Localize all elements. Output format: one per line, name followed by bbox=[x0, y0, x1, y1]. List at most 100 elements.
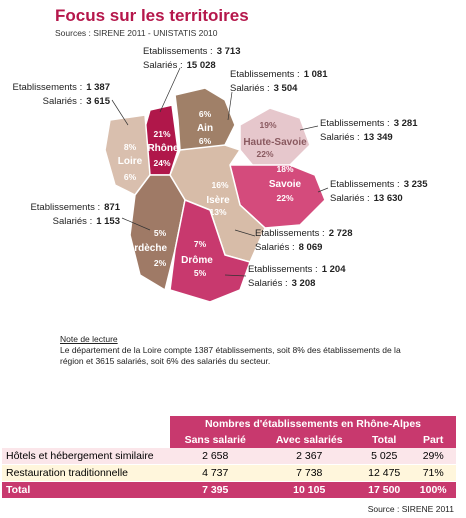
callout-line bbox=[224, 274, 247, 277]
pct-sal: 6% bbox=[124, 172, 137, 182]
callout-value: 3 713 bbox=[217, 46, 241, 57]
pct-etab: 7% bbox=[194, 239, 207, 249]
pct-sal: 6% bbox=[199, 136, 212, 146]
callout-value: 8 069 bbox=[299, 242, 323, 253]
title: Focus sur les territoires bbox=[55, 6, 249, 25]
callout-sal: Salariés : 15 028 bbox=[143, 60, 216, 71]
pct-etab: 21% bbox=[153, 129, 170, 139]
callout-label: Salariés : bbox=[255, 242, 295, 253]
table-row-label: Restauration traditionnelle bbox=[2, 464, 170, 482]
callout-value: 13 349 bbox=[364, 132, 393, 143]
callout-value: 1 204 bbox=[322, 264, 346, 275]
table-cell: 2 367 bbox=[260, 448, 359, 465]
callout-value: 3 615 bbox=[86, 96, 110, 107]
callout-sal: Salariés : 3 208 bbox=[248, 278, 315, 289]
callout-label: Salariés : bbox=[143, 60, 183, 71]
table-column-header: Part bbox=[410, 432, 456, 448]
callout-sal: Salariés : 13 349 bbox=[320, 132, 393, 143]
callout-label: Salariés : bbox=[248, 278, 288, 289]
department-name: Ardèche bbox=[127, 243, 167, 254]
note-text: Le département de la Loire compte 1387 é… bbox=[60, 345, 401, 366]
pct-sal: 24% bbox=[153, 158, 170, 168]
callout-label: Salariés : bbox=[320, 132, 360, 143]
callout-etab: Etablissements :1 387 bbox=[13, 82, 110, 93]
table-corner bbox=[2, 416, 170, 432]
callout-line bbox=[159, 67, 181, 113]
note: Note de lecture Le département de la Loi… bbox=[60, 334, 420, 367]
table-cell: 4 737 bbox=[170, 464, 261, 482]
callout-value: 3 281 bbox=[394, 118, 418, 129]
callout-etab: Etablissements : 1 081 bbox=[230, 69, 328, 80]
table-cell: 5 025 bbox=[358, 448, 411, 465]
table: Nombres d'établissements en Rhône-Alpes S… bbox=[2, 416, 456, 499]
pct-etab: 18% bbox=[276, 164, 293, 174]
department-name: Drôme bbox=[181, 255, 213, 266]
table-row: Total 7 395 10 105 17 500 100% bbox=[2, 481, 456, 499]
table-group-header: Nombres d'établissements en Rhône-Alpes bbox=[170, 416, 456, 432]
pct-etab: 6% bbox=[199, 109, 212, 119]
table-column-header: Sans salarié bbox=[170, 432, 261, 448]
table-cell: 12 475 bbox=[358, 464, 411, 482]
department-shape bbox=[169, 198, 251, 303]
department-name: Haute-Savoie bbox=[243, 137, 307, 148]
callout-sal: Salariés : 13 630 bbox=[330, 193, 403, 204]
department-name: Isère bbox=[206, 195, 230, 206]
callout-etab: Etablissements : 2 728 bbox=[255, 228, 352, 239]
table-row: Restauration traditionnelle 4 737 7 738 12 … bbox=[2, 464, 456, 482]
note-title: Note de lecture bbox=[60, 334, 118, 344]
callout-label: Salariés : bbox=[43, 96, 83, 107]
callout-etab: Etablissements : 3 281 bbox=[320, 118, 418, 129]
table-corner bbox=[2, 432, 170, 448]
table-column-header: Avec salariés bbox=[260, 432, 359, 448]
callout-sal: Salariés :3 615 bbox=[43, 96, 111, 107]
table-cell: 17 500 bbox=[358, 481, 411, 499]
table-cell: 7 738 bbox=[260, 464, 359, 482]
callout-label: Etablissements : bbox=[30, 202, 100, 213]
table-cell: 29% bbox=[410, 448, 456, 465]
callout-sal: Salariés : 8 069 bbox=[255, 242, 322, 253]
callout-value: 1 081 bbox=[304, 69, 328, 80]
callout-label: Etablissements : bbox=[143, 46, 213, 57]
callout-value: 3 235 bbox=[404, 179, 428, 190]
pct-etab: 16% bbox=[211, 180, 228, 190]
callout-label: Etablissements : bbox=[255, 228, 325, 239]
callout-sal: Salariés : 3 504 bbox=[230, 83, 298, 94]
callout-value: 3 208 bbox=[292, 278, 316, 289]
callout-line bbox=[121, 217, 151, 231]
callout-etab: Etablissements : 3 235 bbox=[330, 179, 428, 190]
table-row: Hôtels et hébergement similaire 2 658 2 36… bbox=[2, 448, 456, 465]
table-cell: 71% bbox=[410, 464, 456, 482]
callout-label: Etablissements : bbox=[330, 179, 400, 190]
pct-sal: 2% bbox=[154, 258, 167, 268]
table-cell: 100% bbox=[410, 481, 456, 499]
pct-sal: 22% bbox=[256, 149, 273, 159]
callout-value: 2 728 bbox=[329, 228, 353, 239]
table-column-header: Total bbox=[358, 432, 411, 448]
pct-etab: 8% bbox=[124, 142, 137, 152]
table-cell: 10 105 bbox=[260, 481, 359, 499]
pct-etab: 19% bbox=[259, 120, 276, 130]
callout-line bbox=[234, 229, 256, 237]
callout-value: 871 bbox=[104, 202, 121, 213]
callout-label: Salariés : bbox=[330, 193, 370, 204]
callout-line bbox=[111, 99, 129, 126]
callout-etab: Etablissements : 3 713 bbox=[143, 46, 240, 57]
callout-label: Salariés : bbox=[230, 83, 270, 94]
table-row: Sans salarié Avec salariés Total Part bbox=[2, 432, 456, 448]
callout-label: Salariés : bbox=[53, 216, 93, 227]
callout-line bbox=[317, 187, 329, 193]
pct-sal: 22% bbox=[276, 193, 293, 203]
sources: Sources : SIRENE 2011 - UNISTATIS 2010 bbox=[55, 28, 218, 38]
callout-etab: Etablissements : 1 204 bbox=[248, 264, 346, 275]
callout-value: 3 504 bbox=[274, 83, 298, 94]
callout-value: 1 387 bbox=[86, 82, 110, 93]
department-name: Ain bbox=[197, 123, 213, 134]
callout-label: Etablissements : bbox=[248, 264, 318, 275]
table-row-label: Hôtels et hébergement similaire bbox=[2, 448, 170, 465]
pct-etab: 5% bbox=[154, 228, 167, 238]
table-row: Nombres d'établissements en Rhône-Alpes bbox=[2, 416, 456, 432]
callout-value: 15 028 bbox=[187, 60, 216, 71]
callout-label: Etablissements : bbox=[320, 118, 390, 129]
callout-line bbox=[227, 91, 233, 121]
